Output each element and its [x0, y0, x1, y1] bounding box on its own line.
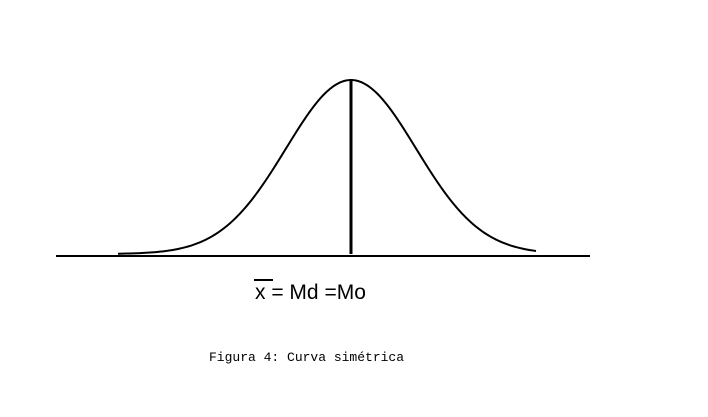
- equation-label: x = Md =Mo: [255, 281, 366, 304]
- mean-symbol: x: [255, 281, 266, 304]
- bell-curve: [117, 79, 537, 255]
- figure-caption: Figura 4: Curva simétrica: [209, 350, 404, 365]
- equation-rest: = Md =Mo: [266, 281, 366, 304]
